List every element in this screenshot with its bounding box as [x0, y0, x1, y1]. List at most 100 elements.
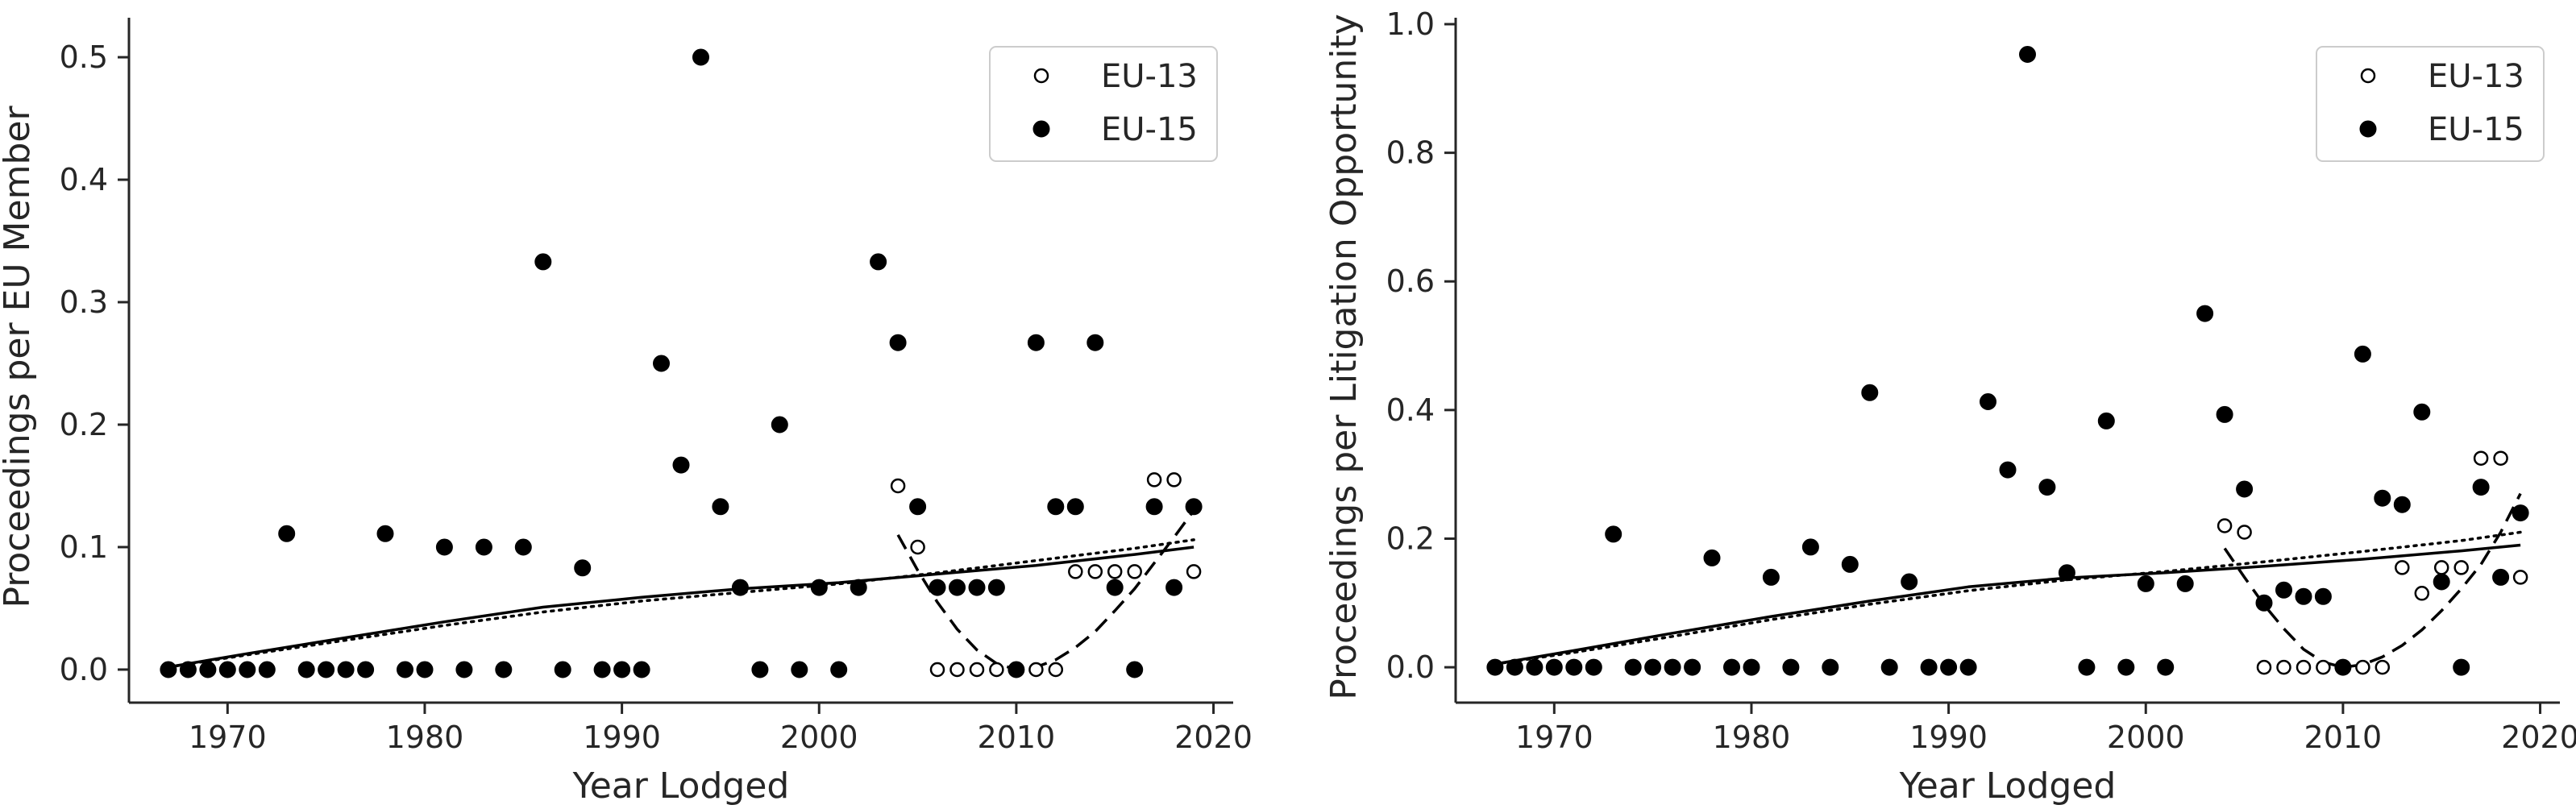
data-point [949, 662, 965, 678]
data-point [909, 498, 927, 516]
data-point [2512, 570, 2528, 585]
x-tick-label: 2000 [780, 720, 858, 755]
data-point [1008, 661, 1025, 678]
data-point [2316, 659, 2331, 675]
x-tick-label: 1990 [1909, 720, 1988, 755]
data-point [1684, 658, 1701, 676]
data-point [2019, 46, 2036, 63]
x-tick-label: 2010 [978, 720, 1056, 755]
data-point [2493, 450, 2508, 466]
data-point [2256, 659, 2272, 675]
data-point [1087, 564, 1103, 579]
data-point [910, 539, 925, 555]
trend-line-solid [1494, 543, 2521, 666]
data-point [968, 579, 986, 596]
y-tick-label: 0.6 [1386, 263, 1435, 299]
data-point [2216, 405, 2233, 423]
data-point [514, 538, 532, 556]
data-point [2078, 658, 2096, 676]
data-point [2355, 659, 2370, 675]
x-tick-label: 2000 [2107, 720, 2185, 755]
data-point [2473, 450, 2489, 466]
data-point [929, 662, 945, 678]
data-point [1880, 658, 1898, 676]
data-point [1068, 564, 1083, 579]
data-point [2255, 594, 2273, 612]
data-point [2237, 525, 2252, 540]
chart-panel-2: 1970 1980 1990 2000 2010 2020 0.0 0.2 0.4 0.6 0.8 1… [1323, 6, 2576, 807]
series-eu-13 [890, 472, 1202, 678]
data-point [1841, 555, 1859, 573]
series-eu-15 [160, 48, 1203, 678]
data-point [1526, 658, 1544, 676]
legend-marker [2360, 68, 2376, 84]
data-point [2393, 496, 2411, 513]
data-point [554, 661, 571, 678]
data-point [929, 579, 946, 596]
data-point [297, 661, 315, 678]
data-point [1762, 568, 1780, 586]
y-axis-title: Proceedings per Litigation Opportunity [1323, 14, 1365, 700]
legend: EU-13 EU-15 [989, 46, 1218, 162]
data-point [1585, 658, 1602, 676]
legend-label: EU-13 [2428, 58, 2524, 95]
legend-label: EU-15 [2428, 111, 2524, 148]
data-point [1165, 579, 1183, 596]
data-point [1048, 662, 1064, 678]
data-point [1801, 538, 1819, 556]
data-point [989, 662, 1004, 678]
y-tick-label: 0.2 [60, 407, 108, 442]
data-point [1506, 658, 1523, 676]
y-tick-label: 0.5 [60, 39, 108, 75]
data-point [969, 662, 985, 678]
data-point [1146, 472, 1162, 487]
data-point [2512, 504, 2529, 522]
x-tick-label: 1970 [1515, 720, 1593, 755]
data-point [2176, 575, 2194, 592]
data-point [949, 579, 966, 596]
data-point [179, 661, 197, 678]
trend-line-dashed [2223, 492, 2522, 669]
x-tick-label: 1970 [189, 720, 267, 755]
data-point [1028, 662, 1044, 678]
data-point [258, 661, 276, 678]
x-tick-label: 1990 [583, 720, 661, 755]
data-point [870, 253, 887, 271]
x-tick-label: 2020 [2501, 720, 2576, 755]
data-point [2314, 587, 2332, 605]
data-point [1126, 661, 1144, 678]
data-point [987, 579, 1005, 596]
data-point [1605, 525, 1622, 543]
data-point [2334, 658, 2352, 676]
data-point [1980, 393, 1996, 410]
data-point [692, 48, 709, 66]
data-point [1920, 658, 1938, 676]
data-point [199, 661, 217, 678]
data-point [810, 579, 828, 596]
data-point [2453, 560, 2469, 575]
trend-line-dashed [896, 509, 1195, 671]
data-point [2354, 345, 2371, 363]
x-tick-label: 2010 [2304, 720, 2383, 755]
y-tick-label: 0.2 [1386, 521, 1435, 556]
data-point [889, 334, 907, 351]
data-point [1027, 334, 1045, 351]
chart-panel-1: 1970 1980 1990 2000 2010 2020 0.0 0.1 0.2 0.3 0.4 0… [0, 18, 1253, 807]
y-tick-label: 0.0 [60, 652, 108, 687]
y-tick-label: 0.0 [1386, 649, 1435, 685]
data-point [239, 661, 256, 678]
data-point [2276, 659, 2291, 675]
data-point [771, 416, 788, 434]
data-point [593, 661, 611, 678]
y-tick-label: 0.3 [60, 284, 108, 320]
data-point [1959, 658, 1977, 676]
data-point [1186, 564, 1202, 579]
x-tick-label: 2020 [1174, 720, 1253, 755]
data-point [1901, 573, 1918, 591]
data-point [2196, 305, 2214, 322]
series-eu-13 [2217, 450, 2528, 675]
data-point [633, 661, 650, 678]
data-point [2295, 587, 2312, 605]
data-point [495, 661, 513, 678]
data-point [1166, 472, 1182, 487]
